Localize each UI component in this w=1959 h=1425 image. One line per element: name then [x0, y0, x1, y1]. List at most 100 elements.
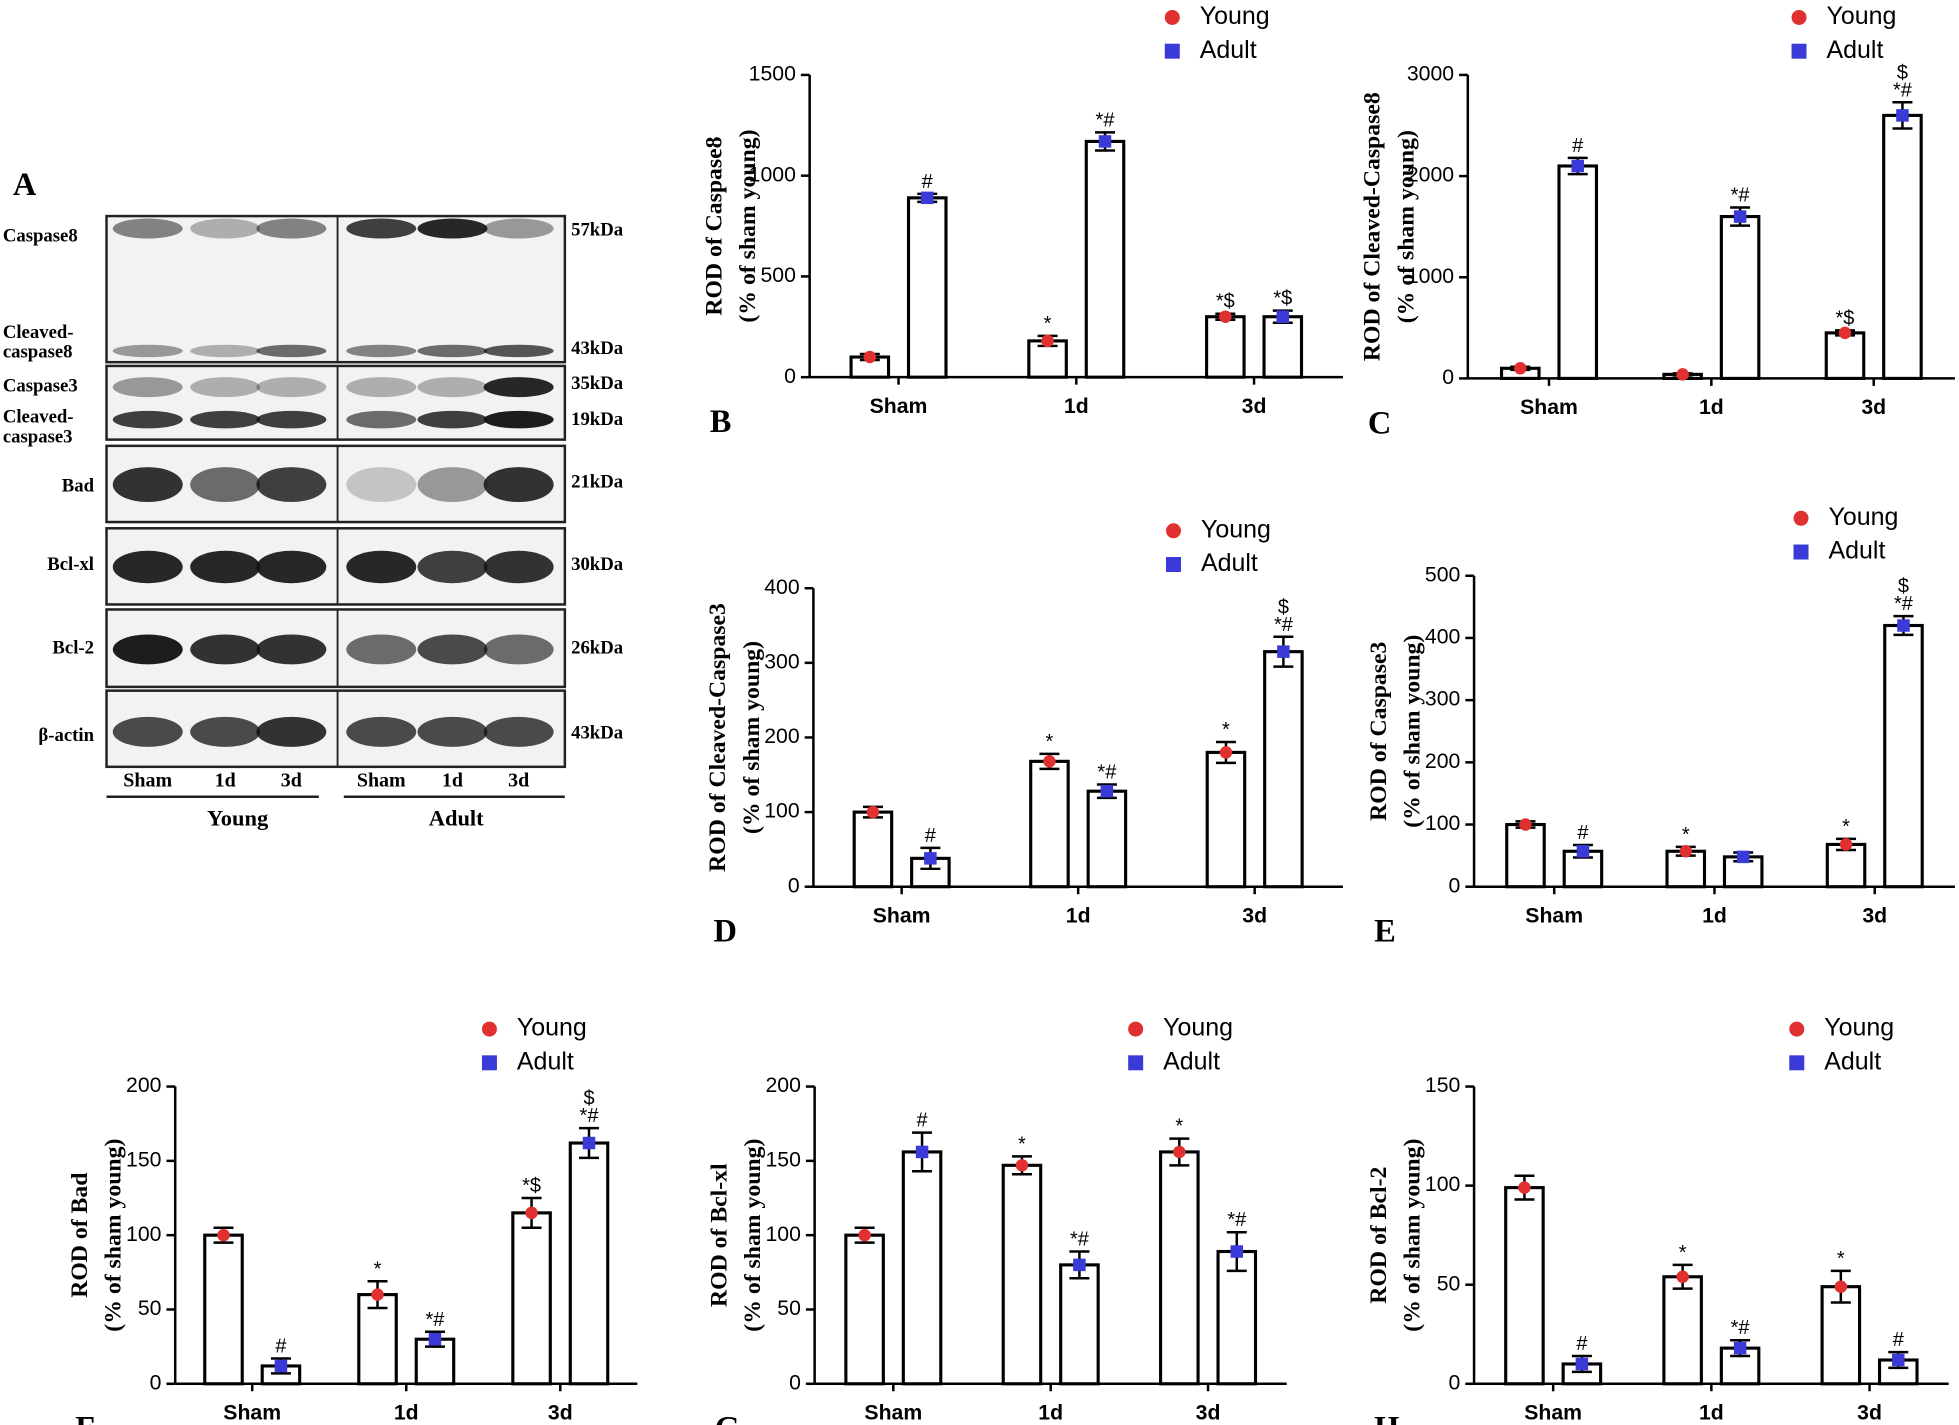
legend-marker — [1164, 9, 1180, 25]
blot-band — [256, 716, 327, 747]
bar — [852, 810, 894, 889]
y-tick-label: 400 — [1425, 626, 1460, 649]
protein-label: Bcl-xl — [47, 554, 94, 575]
y-tick-label: 100 — [126, 1223, 161, 1246]
weight-label: 21kDa — [571, 472, 624, 493]
point — [1896, 109, 1909, 122]
lane-label: 1d — [215, 769, 236, 791]
weight-label: 26kDa — [571, 638, 624, 659]
panel-label: A — [13, 167, 37, 203]
point — [1576, 845, 1590, 858]
x-tick-label: Sham — [1525, 904, 1583, 927]
x-tick-label: 1d — [394, 1401, 419, 1424]
blot-band — [256, 218, 327, 239]
blot-band — [483, 634, 554, 665]
protein-label: Cleaved- — [3, 407, 74, 428]
significance: * — [1679, 1242, 1687, 1264]
blot-band — [112, 344, 183, 358]
point — [1015, 1159, 1029, 1172]
bar — [568, 1141, 610, 1386]
significance: $ — [1898, 576, 1909, 598]
y-axis-label: (% of sham young) — [1400, 1139, 1426, 1332]
bar — [1824, 331, 1866, 380]
y-axis-label: ROD of Cleaved-Caspase8 — [1360, 92, 1386, 361]
bar — [1557, 164, 1599, 380]
x-tick-label: 1d — [1066, 904, 1091, 927]
y-tick-label: 200 — [1425, 750, 1460, 773]
y-tick-label: 2000 — [1407, 164, 1454, 187]
significance: *# — [1227, 1209, 1247, 1231]
blot-band — [190, 344, 261, 358]
point — [1277, 645, 1290, 658]
y-axis-label: ROD of Bcl-xl — [706, 1163, 732, 1307]
x-tick-label: 1d — [1699, 396, 1724, 419]
weight-label: 43kDa — [571, 723, 624, 744]
protein-label: Caspase8 — [3, 226, 78, 247]
significance: * — [1842, 816, 1850, 838]
bar — [1159, 1150, 1200, 1386]
bar — [203, 1233, 244, 1386]
blot-band — [346, 716, 417, 747]
significance: * — [1837, 1248, 1845, 1270]
significance: * — [1222, 719, 1230, 741]
y-axis-label: (% of sham young) — [735, 130, 761, 323]
y-axis-label: ROD of Bcl-2 — [1366, 1167, 1392, 1304]
y-tick-label: 150 — [1425, 1074, 1460, 1097]
legend-label: Adult — [1200, 36, 1257, 64]
significance: *# — [1097, 762, 1117, 784]
blot-band — [346, 550, 417, 584]
panel-label: B — [710, 404, 732, 440]
blot-band — [256, 377, 327, 398]
legend-label: Young — [1200, 2, 1270, 30]
bar — [1084, 139, 1126, 379]
point — [371, 1288, 384, 1301]
legend-marker — [1791, 9, 1807, 25]
significance: # — [925, 825, 937, 847]
y-axis-label: (% of sham young) — [740, 1139, 766, 1332]
significance: *# — [580, 1105, 600, 1127]
point — [1518, 1181, 1531, 1194]
legend-marker — [1789, 1055, 1805, 1071]
y-tick-label: 50 — [777, 1297, 801, 1320]
blot-band — [112, 467, 183, 503]
x-tick-label: 1d — [1699, 1401, 1724, 1424]
y-tick-label: 150 — [126, 1148, 161, 1171]
bar — [1883, 623, 1924, 889]
blot-band — [190, 634, 261, 665]
significance: # — [922, 171, 934, 193]
lane-label: 1d — [442, 769, 463, 791]
blot-band — [190, 550, 261, 584]
legend-label: Adult — [1827, 36, 1884, 64]
y-tick-label: 100 — [764, 800, 799, 823]
y-tick-label: 100 — [1425, 1173, 1460, 1196]
significance: # — [916, 1110, 928, 1132]
blot-band — [346, 410, 417, 429]
significance: * — [1682, 824, 1690, 846]
bar — [511, 1211, 552, 1386]
bar — [1059, 1263, 1100, 1386]
point — [858, 1228, 871, 1242]
protein-label: Cleaved- — [3, 322, 74, 343]
weight-label: 57kDa — [571, 219, 624, 240]
point — [1571, 159, 1584, 173]
significance: $ — [583, 1088, 594, 1110]
blot-band — [190, 410, 261, 429]
y-tick-label: 0 — [1449, 874, 1461, 897]
significance: # — [275, 1336, 287, 1358]
point — [1519, 818, 1532, 831]
significance: * — [1175, 1116, 1183, 1138]
legend-label: Young — [1829, 503, 1899, 531]
lane-label: 3d — [508, 769, 529, 791]
bar — [1029, 759, 1070, 889]
x-tick-label: Sham — [1524, 1401, 1582, 1424]
x-tick-label: Sham — [1520, 396, 1578, 419]
point — [1897, 619, 1910, 632]
blot-band — [190, 218, 261, 239]
bar — [1665, 849, 1707, 889]
y-tick-label: 200 — [126, 1074, 161, 1097]
point — [1839, 838, 1853, 851]
bar — [1263, 650, 1304, 889]
significance: *# — [1731, 1317, 1751, 1339]
panel-label: F — [75, 1411, 95, 1425]
y-tick-label: 50 — [138, 1297, 162, 1320]
